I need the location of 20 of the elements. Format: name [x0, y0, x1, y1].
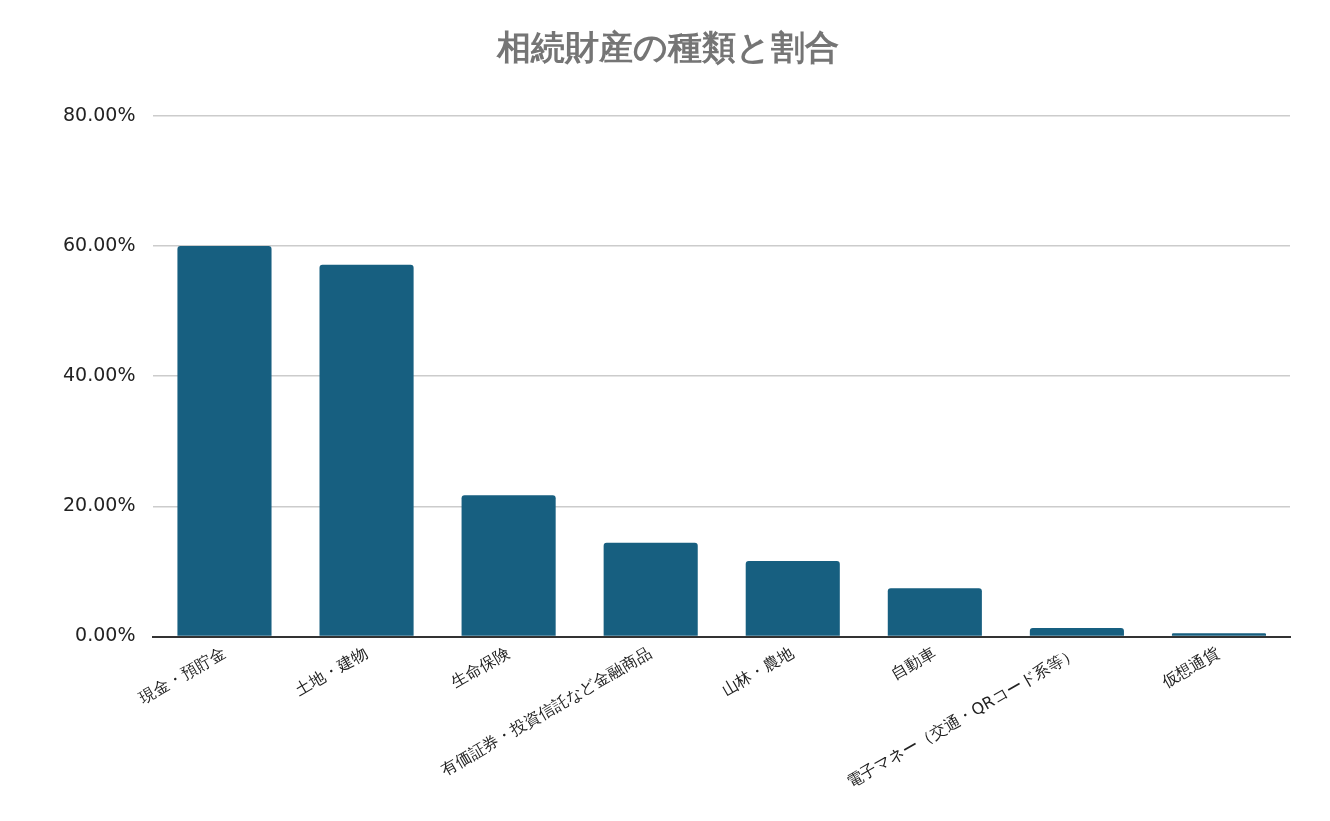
chart-title: 相続財産の種類と割合 [495, 27, 839, 68]
y-tick-label: 60.00% [62, 232, 136, 255]
y-tick-label: 0.00% [75, 623, 136, 646]
x-tick-label: 仮想通貨 [1157, 643, 1224, 693]
bar [745, 561, 840, 636]
x-tick-label: 自動車 [887, 643, 939, 684]
x-tick-label: 生命保険 [447, 643, 513, 692]
y-tick-label: 20.00% [62, 493, 136, 516]
bar [1171, 633, 1267, 636]
y-tick-label: 40.00% [62, 363, 136, 386]
x-tick-label: 土地・建物 [291, 643, 371, 700]
bar [319, 264, 414, 636]
x-tick-label: 現金・預貯金 [135, 643, 229, 708]
bar [461, 495, 556, 636]
bar [177, 245, 272, 636]
bar [603, 542, 698, 636]
bar [1029, 628, 1124, 636]
bar [887, 588, 982, 636]
y-tick-label: 80.00% [62, 102, 136, 125]
x-tick-label: 山林・農地 [718, 643, 797, 700]
